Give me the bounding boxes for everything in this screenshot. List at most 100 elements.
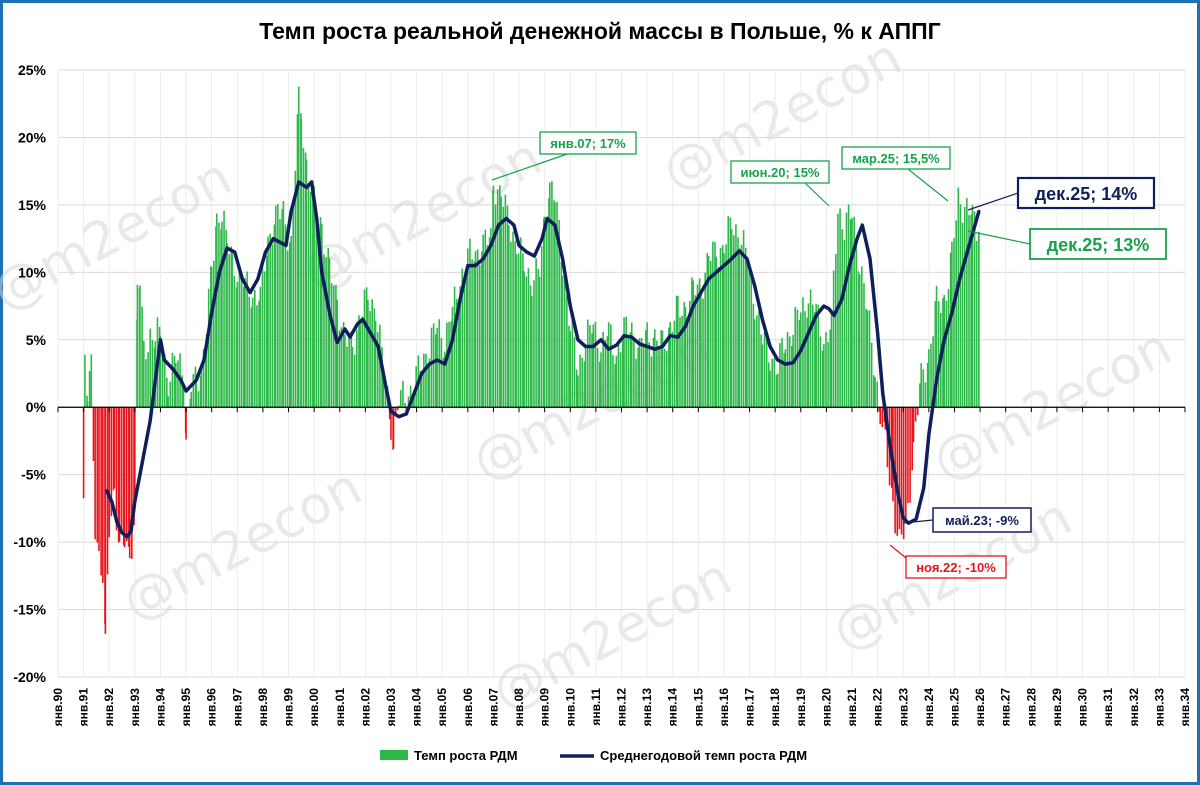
- bar: [802, 297, 804, 408]
- bar: [551, 181, 553, 408]
- bar: [325, 257, 327, 408]
- y-tick-label: 15%: [18, 197, 47, 213]
- bar: [309, 191, 312, 408]
- bar: [825, 332, 827, 408]
- bar: [763, 332, 766, 408]
- bar: [519, 237, 522, 408]
- bar: [914, 407, 917, 422]
- bar: [584, 346, 587, 408]
- bar: [753, 319, 756, 408]
- bar: [935, 285, 938, 408]
- bar: [397, 407, 399, 410]
- bar: [732, 235, 735, 408]
- bar: [522, 253, 524, 408]
- bar: [809, 289, 812, 408]
- bar: [277, 204, 279, 408]
- bar: [727, 216, 730, 408]
- bar: [453, 286, 456, 408]
- callout-leader: [967, 230, 1031, 245]
- bar: [267, 236, 269, 408]
- bar: [951, 241, 953, 408]
- legend: Темп роста РДМ Среднегодовой темп роста Р…: [380, 748, 807, 763]
- bar: [384, 381, 387, 408]
- annotations: янв.07; 17% июн.20; 15% мар.25; 15,5% дек.2…: [491, 131, 1167, 579]
- x-tick-label: янв.92: [102, 688, 116, 727]
- bar: [612, 354, 614, 408]
- bar: [115, 407, 118, 531]
- bar: [698, 278, 701, 408]
- x-tick-label: янв.90: [51, 688, 65, 727]
- bar: [419, 370, 422, 408]
- bar: [473, 261, 476, 408]
- x-tick-label: янв.01: [333, 688, 347, 727]
- bar: [760, 334, 762, 408]
- bar: [637, 347, 639, 408]
- bar: [756, 315, 758, 408]
- bar: [579, 354, 581, 408]
- y-tick-label: 10%: [18, 264, 47, 280]
- bar: [870, 342, 873, 408]
- bar: [402, 380, 404, 408]
- bar: [397, 405, 400, 408]
- x-tick-label: янв.31: [1101, 688, 1115, 727]
- bar: [305, 159, 308, 408]
- bar: [863, 283, 865, 408]
- bar: [96, 407, 99, 543]
- bar: [507, 225, 510, 408]
- bar: [835, 254, 837, 408]
- bar: [752, 303, 755, 408]
- bar: [392, 407, 395, 449]
- bar: [707, 255, 710, 408]
- bar: [847, 204, 850, 408]
- bar: [500, 196, 502, 408]
- bar: [263, 271, 266, 408]
- bar: [750, 271, 753, 408]
- callout-box: [730, 160, 830, 184]
- bar: [640, 337, 643, 408]
- bar: [282, 200, 285, 408]
- bar: [340, 327, 343, 408]
- legend-label-line: Среднегодовой темп роста РДМ: [600, 748, 807, 763]
- bar: [879, 407, 881, 425]
- bar: [783, 352, 785, 408]
- bar: [596, 347, 599, 408]
- x-tick-label: янв.34: [1178, 688, 1192, 727]
- bar: [98, 407, 100, 552]
- bar: [86, 401, 89, 408]
- bar: [814, 312, 816, 408]
- bar: [589, 325, 591, 408]
- bar: [725, 244, 727, 408]
- bar: [723, 253, 725, 408]
- bar: [484, 229, 487, 408]
- bar: [740, 244, 743, 408]
- bar: [317, 224, 320, 408]
- bar: [353, 354, 356, 408]
- bar: [653, 329, 656, 408]
- callout-label: дек.25; 14%: [1035, 184, 1138, 204]
- line-series: [104, 180, 981, 539]
- bar: [346, 346, 348, 408]
- bar: [197, 391, 200, 408]
- bar: [413, 395, 415, 408]
- bar: [943, 295, 946, 408]
- bar: [658, 346, 660, 408]
- bar: [265, 255, 268, 408]
- bar: [216, 213, 218, 408]
- chart-title: Темп роста реальной денежной массы в Пол…: [259, 18, 941, 44]
- bar: [738, 248, 741, 408]
- x-tick-label: янв.98: [256, 688, 270, 727]
- bar: [909, 407, 911, 503]
- bar: [971, 204, 974, 408]
- bar: [463, 275, 466, 408]
- bar: [912, 407, 915, 443]
- bar: [646, 322, 648, 408]
- x-tick-label: янв.16: [717, 688, 731, 727]
- bar: [905, 407, 907, 520]
- bar: [256, 305, 258, 408]
- bar: [108, 407, 111, 538]
- bar: [600, 352, 602, 408]
- bar: [694, 295, 697, 408]
- x-tick-label: янв.02: [358, 688, 372, 727]
- bar: [230, 246, 233, 408]
- bar: [568, 325, 570, 408]
